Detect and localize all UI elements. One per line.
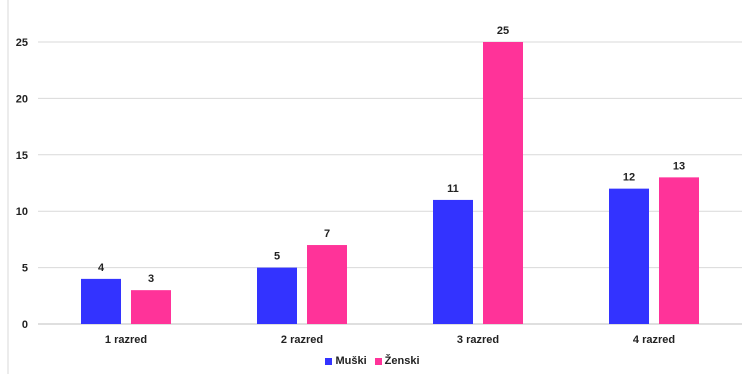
y-tick-label: 10: [16, 206, 28, 218]
data-label: 4: [98, 262, 105, 274]
data-label: 7: [324, 228, 330, 240]
bars: [81, 42, 699, 324]
data-label: 11: [447, 183, 459, 195]
bar-female: [131, 290, 171, 324]
data-labels: 4 3 5 7 11 25 12 13: [98, 25, 685, 285]
data-label: 13: [673, 160, 685, 172]
data-label: 5: [274, 251, 280, 263]
legend-item-male: Muški: [325, 355, 367, 367]
y-tick-label: 15: [16, 150, 28, 162]
legend: Muški Ženski: [0, 355, 745, 367]
bar-female: [483, 42, 523, 324]
category-label: 1 razred: [105, 334, 147, 346]
x-axis-categories: 1 razred 2 razred 3 razred 4 razred: [105, 334, 675, 346]
data-label: 25: [497, 25, 509, 37]
y-tick-label: 25: [16, 37, 28, 49]
bar-male: [609, 188, 649, 324]
y-tick-label: 0: [22, 319, 28, 331]
data-label: 12: [623, 172, 635, 184]
legend-item-female: Ženski: [374, 355, 420, 367]
legend-swatch-male: [325, 357, 333, 365]
legend-swatch-female: [374, 357, 382, 365]
legend-label-male: Muški: [335, 355, 367, 367]
bar-male: [81, 278, 121, 324]
y-tick-label: 20: [16, 93, 28, 105]
category-label: 4 razred: [633, 334, 675, 346]
category-label: 3 razred: [457, 334, 499, 346]
bar-male: [257, 267, 297, 324]
data-label: 3: [148, 273, 154, 285]
bar-female: [659, 177, 699, 324]
legend-label-female: Ženski: [384, 355, 420, 367]
y-axis-ticks: 0 5 10 15 20 25: [16, 37, 28, 331]
category-label: 2 razred: [281, 334, 323, 346]
bar-female: [307, 245, 347, 324]
bar-male: [433, 199, 473, 324]
y-tick-label: 5: [22, 263, 28, 275]
